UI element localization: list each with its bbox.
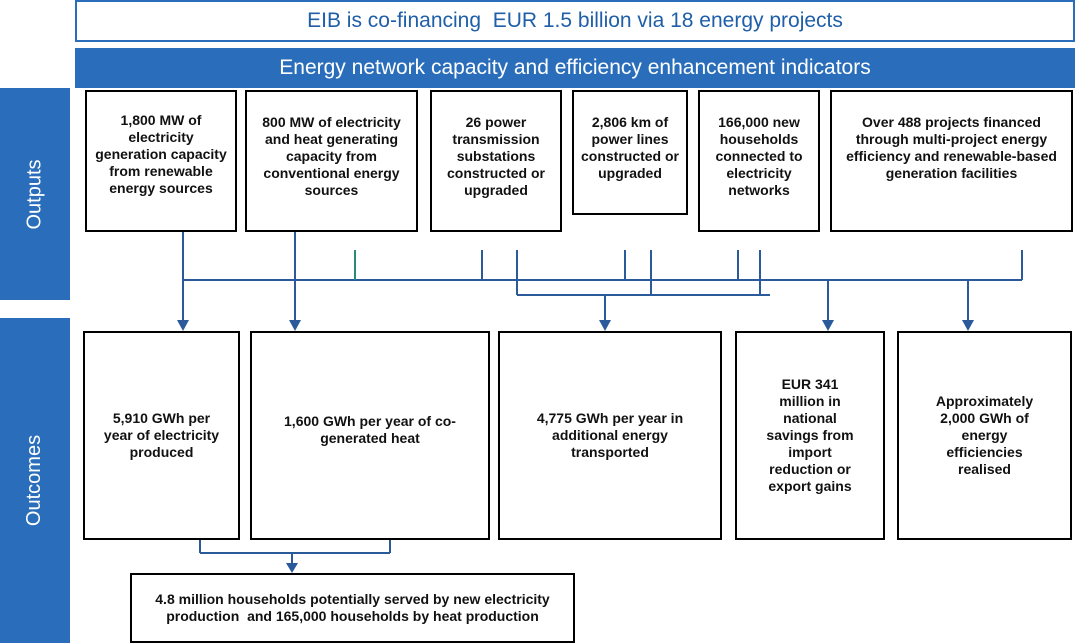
output-box: Over 488 projects financed through multi… [830, 90, 1073, 232]
outputs-text: Outputs [23, 158, 46, 230]
output-box: 1,800 MW of electricity generation capac… [85, 90, 237, 232]
output-box: 800 MW of electricity and heat generatin… [245, 90, 418, 232]
subtitle: Energy network capacity and efficiency e… [75, 48, 1075, 88]
outcome-box: EUR 341 million in national savings from… [735, 331, 885, 540]
outcome-box: 5,910 GWh per year of electricity produc… [83, 331, 240, 540]
result-box: 4.8 million households potentially serve… [130, 573, 575, 643]
outcomes-label: Outcomes [0, 318, 70, 643]
output-box: 2,806 km of power lines constructed or u… [572, 90, 688, 215]
output-box: 26 power transmission substations constr… [430, 90, 562, 232]
outcome-box: 4,775 GWh per year in additional energy … [498, 331, 722, 540]
outcome-box: Approximately 2,000 GWh of energy effici… [897, 331, 1072, 540]
output-box: 166,000 new households connected to elec… [698, 90, 820, 232]
title: EIB is co-financing EUR 1.5 billion via … [75, 0, 1075, 42]
outcomes-text: Outcomes [23, 434, 46, 527]
outcome-box: 1,600 GWh per year of co-generated heat [250, 331, 490, 540]
outputs-label: Outputs [0, 88, 70, 300]
